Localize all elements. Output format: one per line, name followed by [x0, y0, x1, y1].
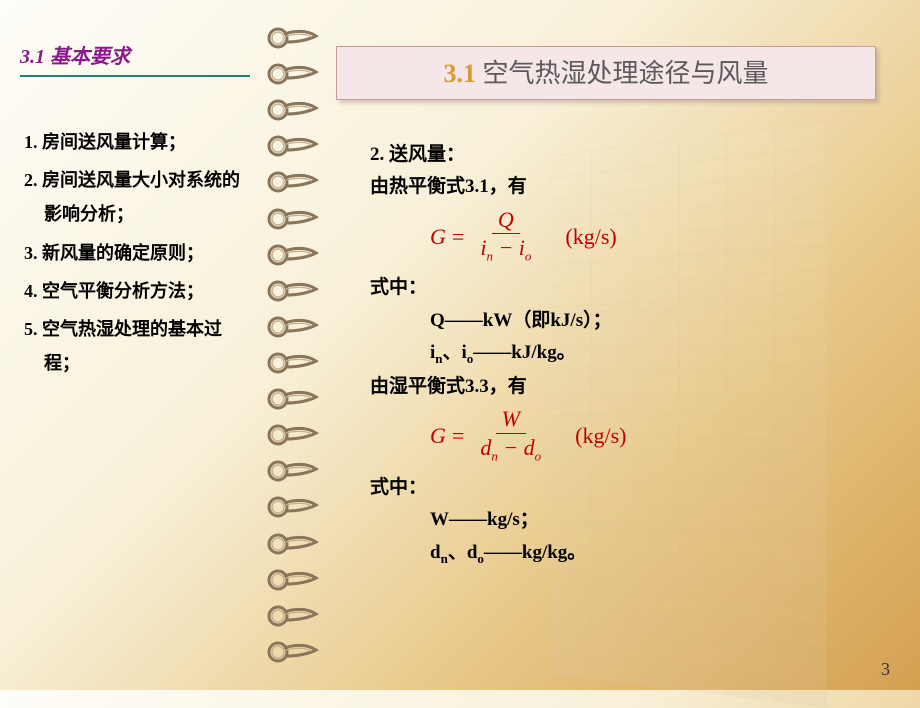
- section-title-text: 空气热湿处理途径与风量: [476, 59, 769, 88]
- spiral-ring-icon: [264, 604, 320, 628]
- section-header: 3.1 空气热湿处理途径与风量: [336, 46, 876, 100]
- sidebar-item: 3. 新风量的确定原则；: [24, 236, 250, 270]
- content-line: in、io——kJ/kg。: [370, 338, 860, 370]
- spiral-binding-graphic: [264, 20, 320, 670]
- sidebar-item: 1. 房间送风量计算；: [24, 125, 250, 159]
- sidebar-title: 3.1 基本要求: [20, 40, 250, 77]
- content-line: 2. 送风量：: [370, 140, 860, 170]
- fraction: W dn − do: [474, 406, 547, 465]
- formula-lhs: G: [430, 219, 446, 254]
- content-line: W——kg/s；: [370, 505, 860, 535]
- content-line: 由湿平衡式3.3，有: [370, 372, 860, 402]
- formula-moisture-balance: G = W dn − do (kg/s): [370, 406, 860, 465]
- spiral-ring-icon: [264, 207, 320, 231]
- spiral-ring-icon: [264, 315, 320, 339]
- formula-unit: (kg/s): [565, 219, 616, 254]
- formula-heat-balance: G = Q in − io (kg/s): [370, 207, 860, 266]
- spiral-ring-icon: [264, 351, 320, 375]
- content-line: 由热平衡式3.1，有: [370, 172, 860, 202]
- equals-sign: =: [452, 219, 464, 254]
- formula-unit: (kg/s): [575, 418, 626, 453]
- sidebar-item: 2. 房间送风量大小对系统的影响分析；: [24, 163, 250, 231]
- fraction-numerator: Q: [492, 207, 520, 234]
- spiral-ring-icon: [264, 26, 320, 50]
- spiral-ring-icon: [264, 279, 320, 303]
- fraction-denominator: in − io: [474, 234, 537, 265]
- spiral-ring-icon: [264, 134, 320, 158]
- spiral-ring-icon: [264, 243, 320, 267]
- spiral-ring-icon: [264, 459, 320, 483]
- sidebar-item: 4. 空气平衡分析方法；: [24, 274, 250, 308]
- spiral-ring-icon: [264, 387, 320, 411]
- main-content: 2. 送风量： 由热平衡式3.1，有 G = Q in − io (kg/s) …: [370, 140, 860, 571]
- fraction-denominator: dn − do: [474, 434, 547, 465]
- fraction-numerator: W: [496, 406, 526, 433]
- spiral-ring-icon: [264, 98, 320, 122]
- content-line: 式中：: [370, 473, 860, 503]
- spiral-ring-icon: [264, 640, 320, 664]
- sidebar-list: 1. 房间送风量计算； 2. 房间送风量大小对系统的影响分析； 3. 新风量的确…: [20, 125, 250, 380]
- page-number: 3: [881, 659, 890, 680]
- spiral-ring-icon: [264, 170, 320, 194]
- content-line: dn、do——kg/kg。: [370, 538, 860, 570]
- formula-lhs: G: [430, 418, 446, 453]
- spiral-ring-icon: [264, 532, 320, 556]
- content-line: Q——kW（即kJ/s）；: [370, 306, 860, 336]
- content-line: 式中：: [370, 273, 860, 303]
- spiral-ring-icon: [264, 423, 320, 447]
- equals-sign: =: [452, 418, 464, 453]
- section-number: 3.1: [443, 59, 476, 88]
- fraction: Q in − io: [474, 207, 537, 266]
- sidebar: 3.1 基本要求 1. 房间送风量计算； 2. 房间送风量大小对系统的影响分析；…: [20, 40, 250, 384]
- spiral-ring-icon: [264, 568, 320, 592]
- spiral-ring-icon: [264, 62, 320, 86]
- spiral-ring-icon: [264, 495, 320, 519]
- sidebar-item: 5. 空气热湿处理的基本过程；: [24, 312, 250, 380]
